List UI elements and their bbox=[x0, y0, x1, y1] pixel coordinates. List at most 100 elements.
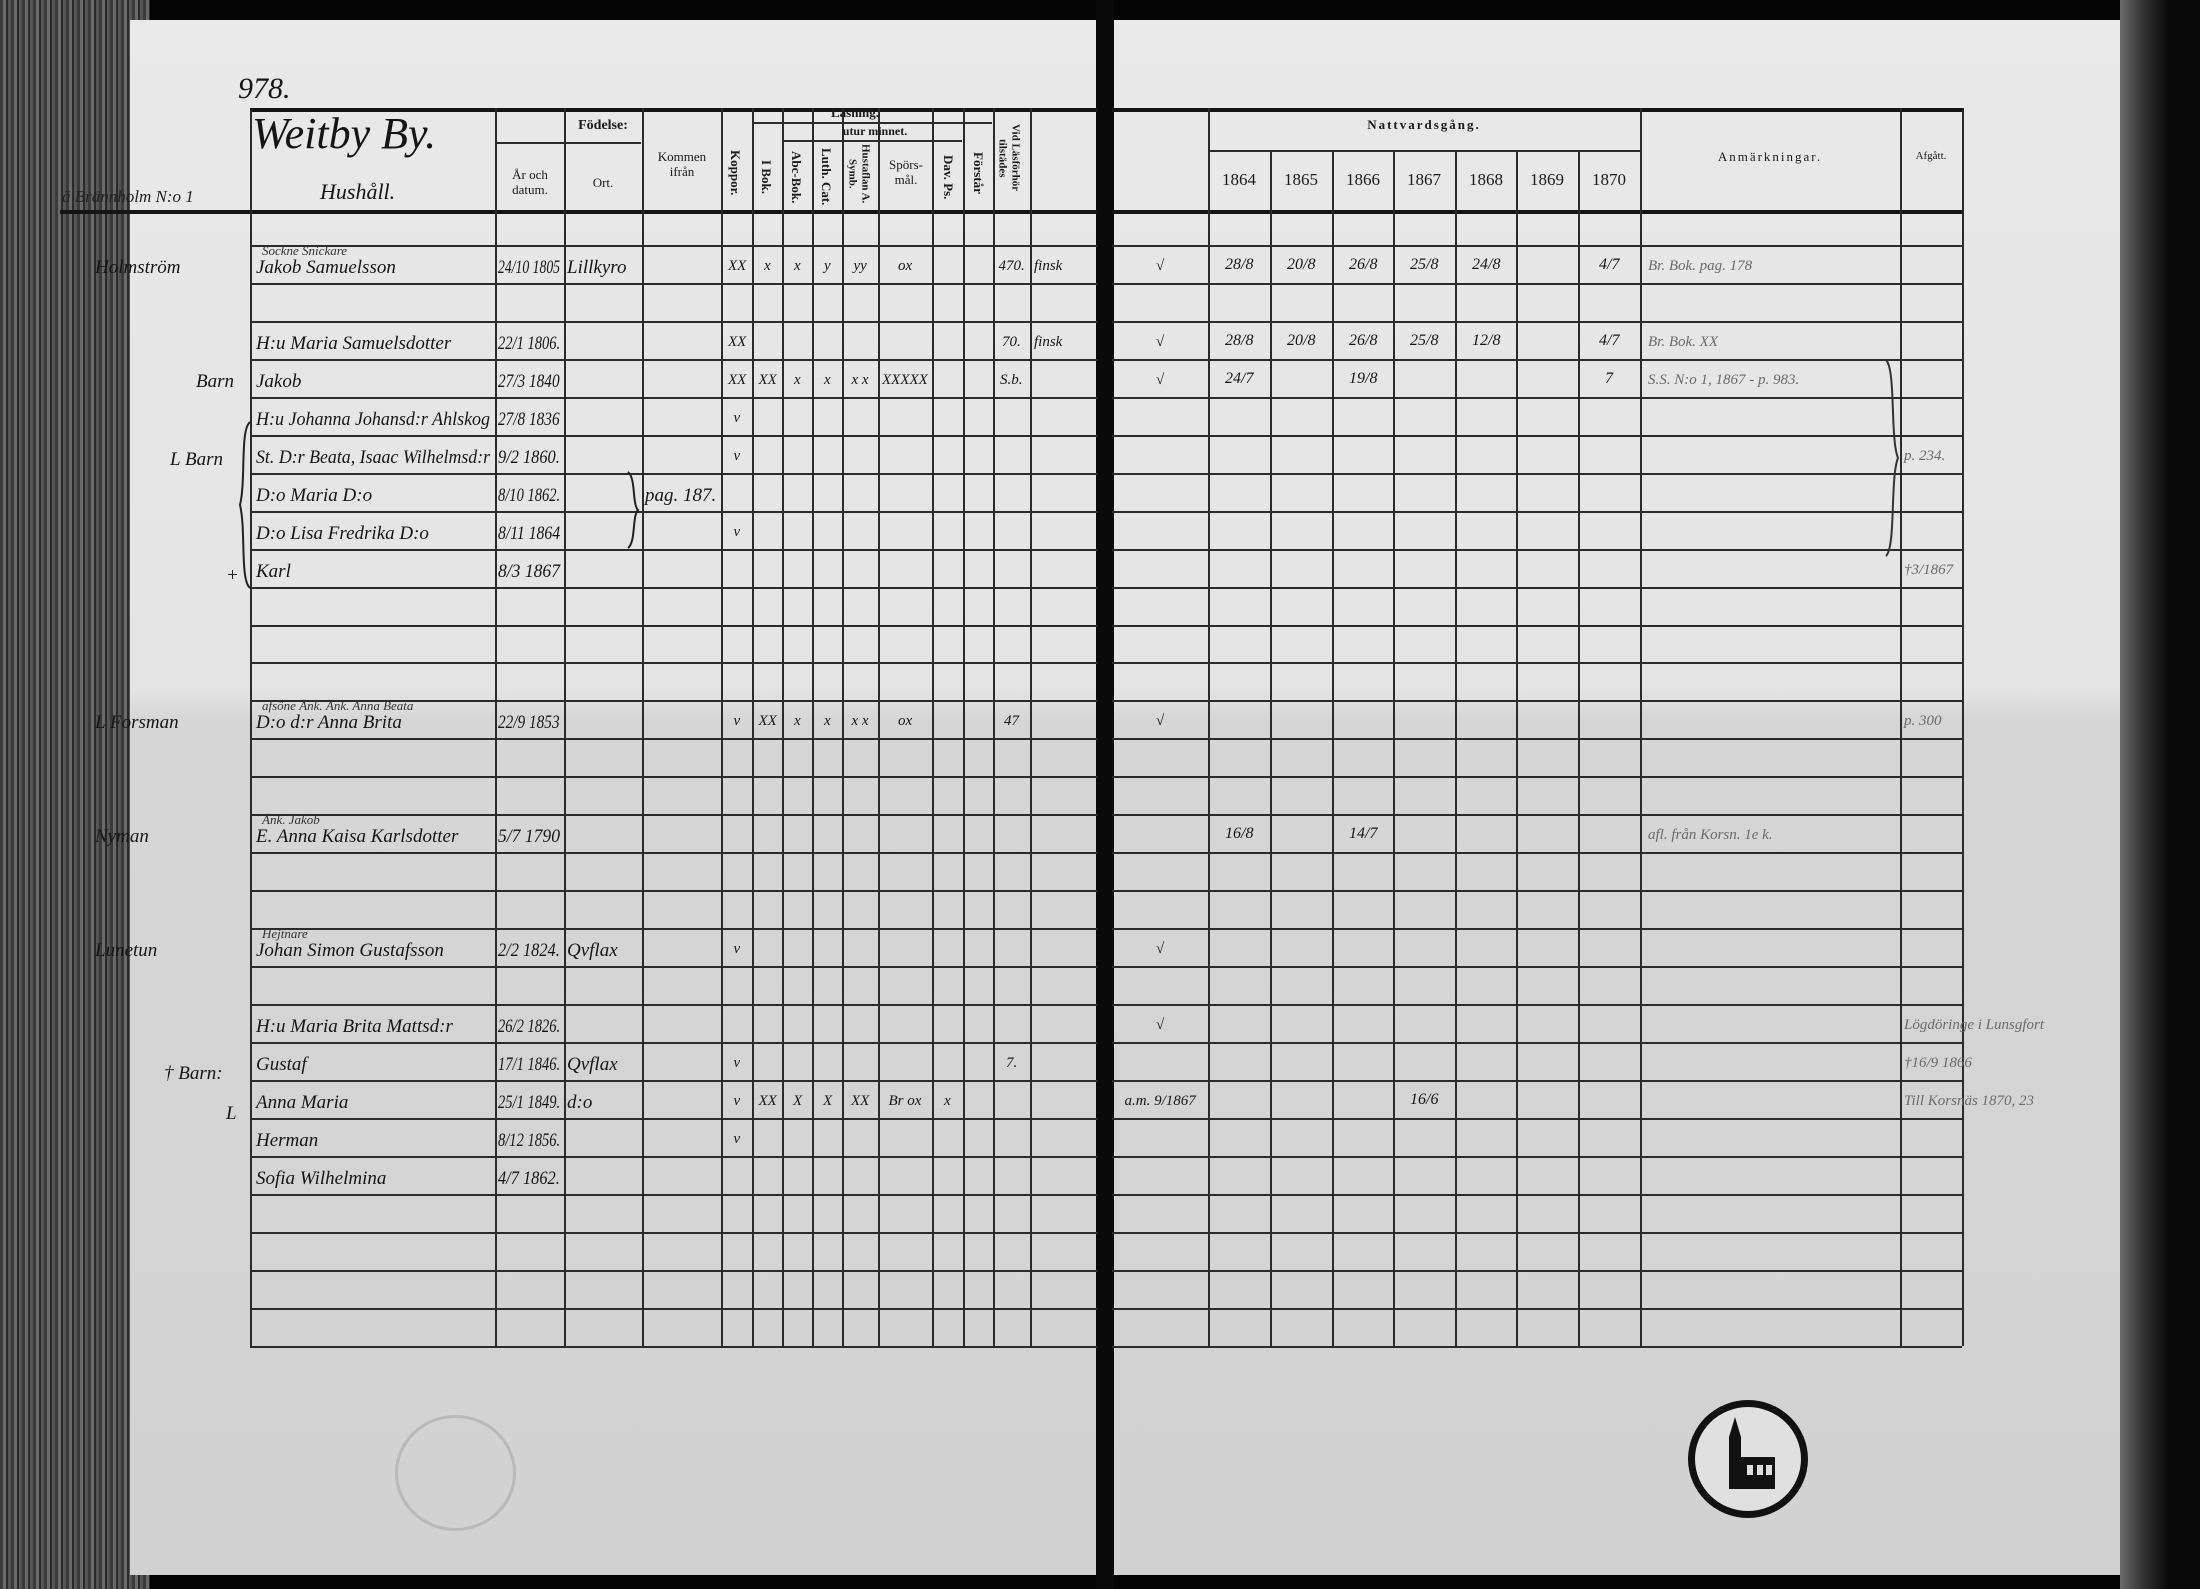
column-rule bbox=[932, 108, 934, 1346]
column-rule-right bbox=[1640, 108, 1642, 1346]
header-anmarkningar: Anmärkningar. bbox=[1717, 149, 1823, 164]
column-rule bbox=[782, 108, 784, 1346]
church-icon bbox=[1729, 1417, 1775, 1489]
utur-minnet-rule bbox=[782, 140, 962, 142]
row-rule-right bbox=[1112, 586, 1962, 589]
header-year-1864: 1864 bbox=[1222, 170, 1256, 189]
page-number: 978. bbox=[238, 72, 291, 105]
row-rule bbox=[252, 472, 1098, 475]
row-rule-right bbox=[1112, 814, 1962, 817]
header-year-1866: 1866 bbox=[1346, 170, 1380, 189]
row-occupation-note: Sockne Snickare bbox=[262, 243, 348, 258]
row-rule-right bbox=[1112, 890, 1962, 893]
row-spors: ox bbox=[898, 713, 913, 730]
communion-date-1864: 24/7 bbox=[1225, 369, 1254, 387]
row-name: H:u Maria Samuelsdotter bbox=[256, 332, 452, 354]
communion-date-1866: 26/8 bbox=[1349, 331, 1378, 349]
column-rule-right bbox=[1516, 150, 1518, 1346]
row-occupation-note: Hejtnare bbox=[262, 926, 308, 942]
header-utur-minnet: utur minnet. bbox=[842, 124, 908, 138]
row-name: Jakob bbox=[256, 370, 302, 392]
row-spors: ox bbox=[898, 258, 913, 274]
row-pre: √ bbox=[1156, 258, 1165, 274]
header-top-rule bbox=[250, 108, 1098, 112]
row-rule bbox=[252, 1117, 1098, 1120]
row-remark: afl. från Korsn. 1e k. bbox=[1648, 827, 1773, 844]
header-dav-ps: Dav. Ps. bbox=[940, 154, 956, 200]
column-rule bbox=[812, 108, 814, 1346]
row-koppor: v bbox=[733, 1130, 741, 1147]
row-name: D:o d:r Anna Brita bbox=[256, 712, 402, 734]
row-koppor: v bbox=[733, 713, 741, 730]
book-gutter bbox=[1096, 0, 1114, 1589]
row-date: 2/2 1824. bbox=[498, 940, 560, 962]
row-husf: XX bbox=[851, 1092, 870, 1109]
row-rule bbox=[252, 700, 1098, 703]
row-surname: Holmström bbox=[95, 257, 181, 278]
row-rule-right bbox=[1112, 1269, 1962, 1272]
row-rule-right bbox=[1112, 1004, 1962, 1006]
row-rule bbox=[252, 928, 1098, 931]
row-pre: a.m. 9/1867 bbox=[1124, 1092, 1196, 1109]
row-vid: 470. bbox=[998, 258, 1025, 274]
communion-date-1870: 4/7 bbox=[1599, 256, 1620, 273]
row-dav: x bbox=[944, 1092, 951, 1109]
communion-date-1866: 19/8 bbox=[1349, 369, 1378, 387]
row-luth: x bbox=[824, 713, 831, 730]
lasning-rule bbox=[752, 122, 992, 124]
row-vid: 70. bbox=[1002, 333, 1021, 350]
header-kommen-ifran: Kommen ifrån bbox=[657, 149, 707, 179]
row-remark: Br. Bok. pag. 178 bbox=[1648, 258, 1753, 274]
row-name: Sofia Wilhelmina bbox=[256, 1167, 387, 1189]
header-forstar: Förstår bbox=[970, 152, 986, 194]
book-right-edge bbox=[2120, 0, 2200, 1589]
row-rule-right bbox=[1112, 282, 1962, 285]
row-rule bbox=[252, 1041, 1098, 1044]
row-name: H:u Johanna Johansd:r Ahlskog bbox=[256, 408, 491, 430]
row-koppor: v bbox=[733, 447, 741, 464]
row-koppor: v bbox=[733, 523, 741, 540]
row-rule bbox=[252, 738, 1098, 741]
row-rule bbox=[252, 1307, 1098, 1310]
row-koppor: v bbox=[733, 1054, 741, 1071]
communion-date-1870: 7 bbox=[1605, 369, 1613, 387]
fodelse-rule bbox=[497, 142, 641, 144]
row-date: 8/12 1856. bbox=[498, 1129, 561, 1151]
communion-date-1867: 25/8 bbox=[1410, 256, 1439, 273]
row-afgatt: p. 234. bbox=[1904, 447, 1946, 464]
row-rule-right bbox=[1112, 928, 1962, 931]
column-rule bbox=[721, 108, 723, 1346]
row-extra: finsk bbox=[1034, 333, 1063, 350]
communion-date-1868: 24/8 bbox=[1472, 256, 1501, 273]
row-name: E. Anna Kaisa Karlsdotter bbox=[256, 826, 459, 848]
header-bottom-rule bbox=[60, 210, 1098, 214]
row-vid: 47 bbox=[1004, 713, 1019, 730]
row-date: 4/7 1862. bbox=[498, 1167, 560, 1189]
communion-date-1864: 28/8 bbox=[1225, 331, 1254, 349]
row-rule bbox=[252, 510, 1098, 513]
row-bok1: XX bbox=[758, 713, 777, 730]
row-date: 27/3 1840 bbox=[498, 370, 560, 392]
row-name: Herman bbox=[256, 1129, 319, 1151]
header-koppor: Koppor. bbox=[727, 150, 743, 196]
header-year-1865: 1865 bbox=[1284, 170, 1318, 189]
row-afgatt: †16/9 1866 bbox=[1904, 1054, 1972, 1071]
row-husf: yy bbox=[853, 258, 867, 274]
communion-date-1866: 26/8 bbox=[1349, 256, 1378, 273]
row-surname: Lunetun bbox=[95, 940, 158, 962]
column-rule-right bbox=[1270, 150, 1272, 1346]
row-rule bbox=[252, 776, 1098, 779]
header-year-1867: 1867 bbox=[1407, 170, 1441, 189]
header-year-1869: 1869 bbox=[1530, 170, 1564, 189]
row-rule-right bbox=[1112, 358, 1962, 361]
row-rule-right bbox=[1112, 776, 1962, 779]
header-bok1: I Bok. bbox=[758, 160, 774, 194]
header-lasning: Läsning. bbox=[830, 105, 880, 120]
header-ar-datum: År och datum. bbox=[512, 167, 548, 197]
row-rule bbox=[252, 890, 1098, 893]
family-brace bbox=[238, 421, 251, 589]
row-husf: x x bbox=[851, 371, 869, 388]
row-rule-right bbox=[1112, 1193, 1962, 1196]
column-rule-right bbox=[1208, 108, 1210, 1346]
row-place: Qvflax bbox=[567, 940, 618, 962]
